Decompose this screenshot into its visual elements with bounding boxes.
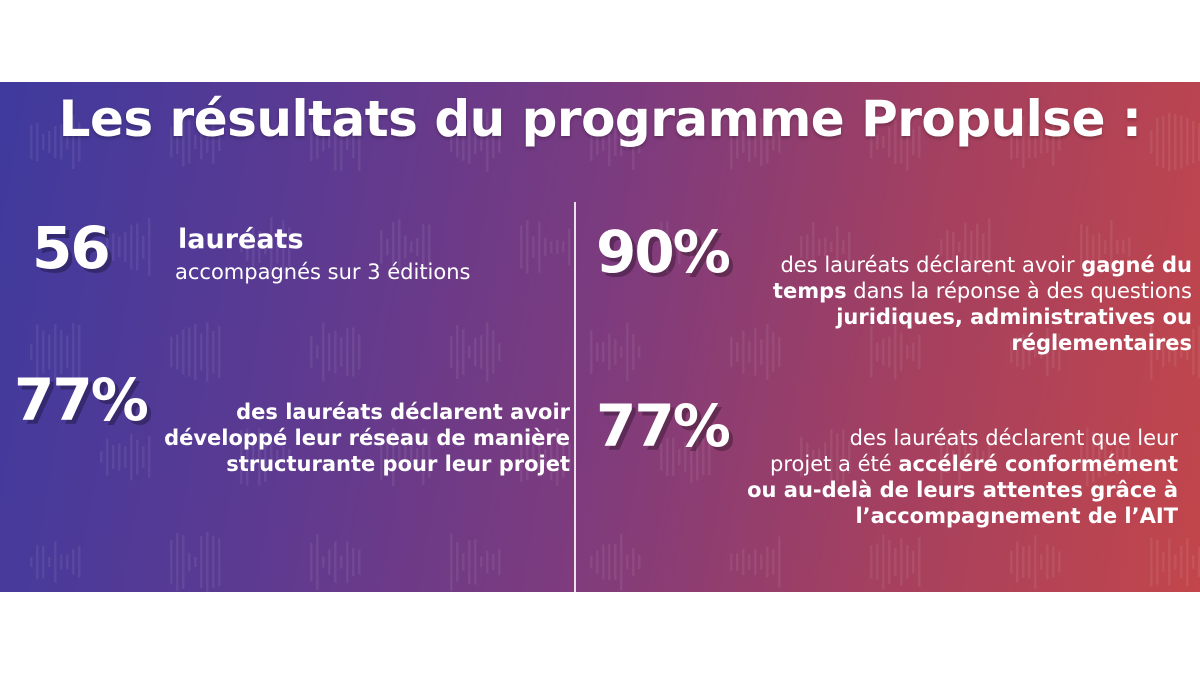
stat-value: 77%: [14, 366, 149, 434]
wave-glyph: [450, 533, 501, 591]
wave-glyph: [170, 532, 221, 592]
wave-glyph: [310, 112, 361, 172]
wave-glyph: [1080, 427, 1131, 487]
wave-glyph: [730, 114, 781, 170]
wave-glyph: [940, 218, 991, 276]
wave-glyph: [590, 533, 641, 591]
wave-glyph: [520, 427, 571, 487]
wave-glyph: [30, 541, 81, 583]
vertical-divider: [574, 202, 576, 592]
wave-glyph: [590, 323, 641, 381]
wave-glyph: [660, 431, 711, 483]
wave-glyph: [30, 322, 81, 382]
wave-glyph: [240, 428, 291, 486]
wave-glyph: [30, 115, 81, 169]
wave-glyph: [450, 112, 501, 172]
stat-description: des lauréats déclarent avoir gagné du te…: [772, 253, 1192, 355]
wave-glyph: [170, 322, 221, 382]
wave-glyph: [660, 220, 711, 274]
wave-glyph: [800, 428, 851, 486]
wave-glyph: [1150, 324, 1200, 380]
wave-glyph: [870, 324, 921, 380]
stat-description: accompagnés sur 3 éditions: [175, 260, 471, 284]
wave-glyph: [1150, 537, 1200, 587]
wave-glyph: [240, 217, 291, 277]
stat-heading: lauréats: [178, 224, 304, 255]
wave-glyph: [800, 222, 851, 272]
wave-glyph: [590, 113, 641, 171]
stat-value: 90%: [596, 218, 731, 286]
wave-glyph: [1010, 535, 1061, 589]
wave-glyph: [100, 433, 151, 481]
stat-value: 56: [32, 214, 111, 282]
wave-glyph: [730, 324, 781, 380]
wave-glyph: [450, 322, 501, 382]
wave-glyph: [170, 117, 221, 167]
wave-glyph: [1010, 328, 1061, 376]
soundwave-pattern: [30, 112, 1200, 592]
wave-glyph: [1150, 112, 1200, 172]
results-banner: Les résultats du programme Propulse : 56…: [0, 82, 1200, 592]
page-title: Les résultats du programme Propulse :: [58, 90, 1142, 148]
wave-glyph: [870, 113, 921, 171]
wave-glyph: [1080, 219, 1131, 275]
wave-glyph: [100, 218, 151, 276]
stat-description: des lauréats déclarent avoir développé l…: [164, 400, 570, 476]
stat-value: 77%: [596, 392, 731, 460]
wave-glyph: [310, 322, 361, 382]
stat-description: des lauréats déclarent que leur projet a…: [747, 426, 1178, 528]
wave-glyph: [1010, 116, 1061, 168]
wave-glyph: [520, 220, 571, 274]
wave-glyph: [730, 536, 781, 588]
wave-glyph: [380, 219, 431, 275]
wave-glyph: [940, 429, 991, 485]
wave-glyph: [870, 534, 921, 590]
wave-glyph: [310, 534, 361, 590]
wave-glyph: [380, 427, 431, 487]
